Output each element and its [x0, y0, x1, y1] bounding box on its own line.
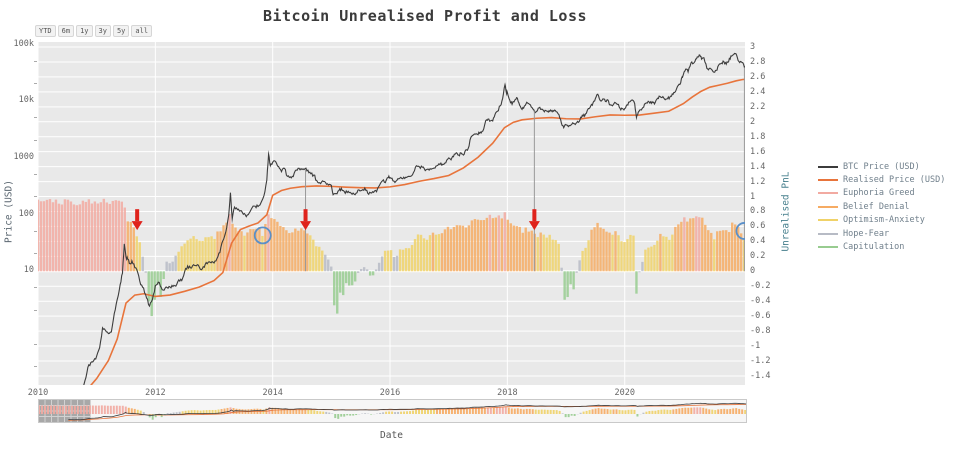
y-right-tick-label: -0.4: [750, 296, 771, 307]
chart-title: Bitcoin Unrealised Profit and Loss: [262, 7, 588, 25]
y-right-tick-label: 2.8: [750, 56, 766, 67]
x-tick-label: 2010: [27, 388, 49, 398]
legend-label: Optimism-Anxiety: [843, 215, 925, 226]
y-axis-minor-tick: [34, 139, 37, 141]
y-right-tick-label: -1: [750, 341, 761, 352]
range-slider[interactable]: [38, 399, 747, 423]
y-axis-minor-tick: [34, 117, 37, 119]
y-right-tick-label: 0.4: [750, 236, 766, 247]
y-axis-minor-tick: [34, 343, 37, 345]
y-axis-minor-tick: [34, 60, 37, 62]
legend-swatch: [818, 205, 838, 208]
x-tick-label: 2020: [614, 388, 635, 398]
legend-swatch: [818, 246, 838, 249]
y-right-tick-label: 0.8: [750, 206, 766, 217]
y-left-tick-label: 10k: [18, 95, 34, 106]
legend-label: Belief Denial: [843, 201, 910, 212]
range-button-5y[interactable]: 5y: [112, 25, 130, 38]
y-right-tick-label: 2.6: [750, 71, 766, 82]
legend-item-hope-fear[interactable]: Hope-Fear: [818, 227, 945, 240]
legend: BTC Price (USD) Realised Price (USD) Eupho…: [818, 160, 945, 254]
y-left-tick-label: 100k: [13, 38, 34, 49]
y-left-tick-label: 100: [18, 208, 34, 219]
range-button-6m[interactable]: 6m: [57, 25, 75, 38]
y-axis-minor-tick: [34, 83, 37, 85]
y-left-tick-label: 10: [23, 265, 34, 275]
y-axis-minor-tick: [34, 174, 37, 175]
legend-label: Euphoria Greed: [843, 188, 915, 199]
y-axis-minor-tick: [34, 230, 37, 232]
y-axis-minor-tick: [34, 252, 37, 254]
legend-item-btc-price-usd-[interactable]: BTC Price (USD): [818, 160, 945, 173]
main-chart-canvas[interactable]: [38, 42, 745, 385]
x-tick-label: 2018: [497, 388, 518, 398]
legend-item-euphoria-greed[interactable]: Euphoria Greed: [818, 187, 945, 200]
y-left-tick-label: 1000: [13, 151, 34, 162]
legend-swatch: [818, 165, 838, 168]
range-button-all[interactable]: all: [131, 25, 153, 38]
y-axis-minor-tick: [34, 196, 37, 198]
legend-item-realised-price-usd-[interactable]: Realised Price (USD): [818, 173, 945, 186]
range-button-3y[interactable]: 3y: [94, 25, 111, 38]
y-right-tick-label: -0.8: [750, 326, 771, 337]
y-right-tick-label: -0.2: [750, 281, 771, 292]
legend-swatch: [818, 232, 838, 235]
range-button-1y[interactable]: 1y: [76, 25, 93, 38]
y-right-tick-label: 2.2: [750, 101, 766, 112]
x-tick-label: 2012: [145, 388, 166, 398]
y-axis-minor-tick: [34, 366, 37, 367]
legend-item-capitulation[interactable]: Capitulation: [818, 240, 945, 253]
y-right-tick-label: 1.4: [750, 161, 766, 172]
x-tick-label: 2016: [379, 388, 401, 398]
legend-swatch: [818, 219, 838, 222]
legend-item-belief-denial[interactable]: Belief Denial: [818, 200, 945, 213]
legend-label: Hope-Fear: [843, 228, 890, 239]
legend-item-optimism-anxiety[interactable]: Optimism-Anxiety: [818, 214, 945, 227]
y-right-tick-label: -1.4: [750, 370, 771, 381]
y-right-tick-label: 2: [750, 116, 756, 127]
y-right-tick-label: -1.2: [750, 356, 771, 366]
y-axis-right-title: Unrealised PnL: [780, 171, 792, 252]
range-button-ytd[interactable]: YTD: [35, 25, 56, 38]
legend-label: Realised Price (USD): [843, 175, 946, 186]
legend-swatch: [818, 179, 838, 182]
y-right-tick-label: 0.2: [750, 251, 766, 262]
y-axis-minor-tick: [34, 309, 37, 311]
y-right-tick-label: 2.4: [750, 86, 766, 97]
y-right-tick-label: -0.6: [750, 311, 771, 322]
y-right-tick-label: 1.8: [750, 131, 766, 142]
y-right-tick-label: 0: [750, 266, 756, 277]
x-tick-label: 2014: [262, 388, 283, 398]
legend-swatch: [818, 192, 838, 195]
range-selector: YTD 6m 1y 3y 5y all: [35, 25, 153, 38]
y-right-tick-label: 1: [750, 191, 756, 202]
legend-label: Capitulation: [843, 242, 905, 253]
x-axis-title: Date: [380, 430, 403, 441]
y-right-tick-label: 3: [750, 42, 756, 52]
legend-label: BTC Price (USD): [843, 161, 920, 172]
y-right-tick-label: 1.6: [750, 146, 766, 157]
y-axis-minor-tick: [34, 287, 37, 289]
y-right-tick-label: 1.2: [750, 176, 766, 187]
y-right-tick-label: 0.6: [750, 221, 766, 232]
